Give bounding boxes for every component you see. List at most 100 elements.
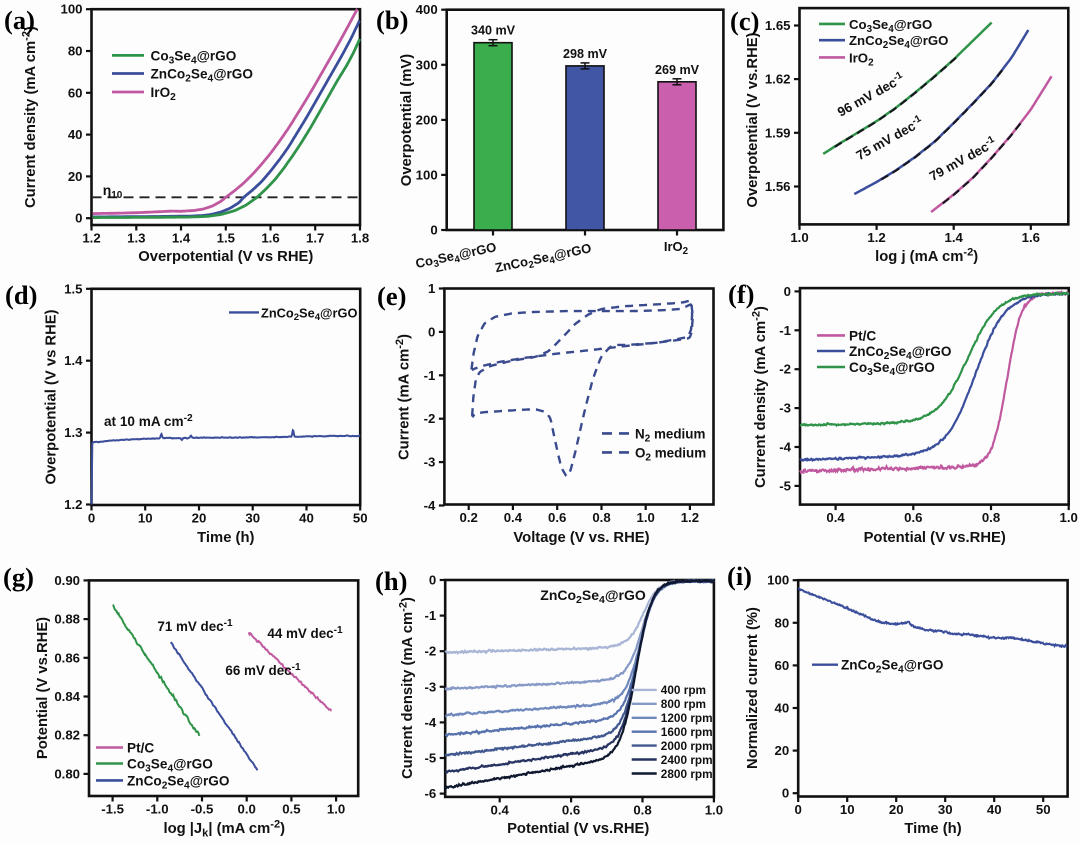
svg-text:0.8: 0.8 [633, 802, 651, 817]
svg-text:Co3​Se4​@rGO: Co3​Se4​@rGO [849, 17, 932, 35]
svg-text:-3: -3 [424, 679, 436, 694]
svg-text:-0.5: -0.5 [191, 802, 214, 817]
svg-text:ZnCo2​Se4​@rGO: ZnCo2​Se4​@rGO [261, 305, 357, 323]
svg-text:-2: -2 [424, 644, 436, 659]
svg-text:log j (mA cm-2​): log j (mA cm-2​) [875, 246, 978, 265]
svg-text:0.5: 0.5 [282, 802, 300, 817]
svg-text:1.0: 1.0 [1060, 510, 1078, 525]
svg-text:Potential (V vs.RHE): Potential (V vs.RHE) [35, 617, 51, 759]
svg-text:10: 10 [840, 802, 855, 817]
svg-text:IrO2​: IrO2​ [664, 239, 689, 257]
svg-text:Overpotential (V vs RHE): Overpotential (V vs RHE) [138, 249, 313, 265]
svg-text:0.84: 0.84 [54, 689, 80, 704]
svg-text:0.88: 0.88 [54, 612, 80, 627]
svg-text:1.0: 1.0 [637, 510, 655, 525]
svg-text:20: 20 [775, 743, 790, 758]
svg-text:Current (mA cm-2​): Current (mA cm-2​) [394, 334, 413, 460]
svg-text:ZnCo2​Se4​@rGO: ZnCo2​Se4​@rGO [841, 658, 943, 676]
svg-text:-2: -2 [424, 411, 436, 426]
svg-text:44 mV dec-1​: 44 mV dec-1​ [267, 625, 343, 641]
svg-text:0.0: 0.0 [238, 802, 256, 817]
svg-text:1.2: 1.2 [867, 230, 885, 245]
svg-text:-1.5: -1.5 [101, 802, 124, 817]
svg-text:200: 200 [416, 112, 438, 127]
svg-text:Potential (V vs.RHE): Potential (V vs.RHE) [864, 530, 1006, 546]
svg-text:1.65: 1.65 [765, 18, 791, 33]
svg-text:1.5: 1.5 [217, 231, 235, 246]
svg-text:0.6: 0.6 [904, 510, 922, 525]
svg-text:0: 0 [75, 211, 82, 226]
svg-text:40: 40 [68, 127, 83, 142]
svg-text:Overpotential (V vs RHE): Overpotential (V vs RHE) [44, 309, 60, 484]
svg-text:ZnCo2​Se4​@rGO: ZnCo2​Se4​@rGO [151, 67, 253, 85]
svg-text:1.4: 1.4 [64, 353, 83, 368]
svg-text:1.2: 1.2 [681, 510, 699, 525]
svg-text:1.3: 1.3 [64, 425, 82, 440]
svg-text:Overpotential (V vs.RHE): Overpotential (V vs.RHE) [745, 32, 761, 207]
svg-text:Voltage (V vs. RHE): Voltage (V vs. RHE) [513, 530, 649, 546]
svg-text:400: 400 [416, 2, 438, 17]
svg-text:0.86: 0.86 [54, 650, 80, 665]
svg-text:Pt/C: Pt/C [127, 741, 154, 756]
svg-text:-2: -2 [779, 362, 791, 377]
svg-text:40: 40 [299, 511, 314, 526]
svg-text:0.4: 0.4 [491, 802, 510, 817]
svg-text:ZnCo2​Se4​@rGO: ZnCo2​Se4​@rGO [849, 33, 948, 51]
svg-text:0: 0 [795, 802, 802, 817]
svg-text:0: 0 [430, 223, 437, 238]
svg-text:ZnCo2​Se4​@rGO: ZnCo2​Se4​@rGO [127, 773, 229, 791]
svg-text:10: 10 [138, 511, 153, 526]
svg-text:-5: -5 [779, 478, 791, 493]
svg-text:1.59: 1.59 [765, 125, 791, 140]
svg-text:2400 rpm: 2400 rpm [661, 753, 713, 767]
svg-text:-4: -4 [424, 498, 436, 513]
svg-text:50: 50 [353, 511, 368, 526]
svg-text:0: 0 [88, 511, 95, 526]
svg-text:60: 60 [68, 85, 83, 100]
svg-text:0.4: 0.4 [826, 510, 845, 525]
svg-text:1.3: 1.3 [127, 231, 145, 246]
svg-text:80: 80 [68, 44, 83, 59]
svg-text:Overpotential (mV): Overpotential (mV) [399, 54, 415, 186]
svg-text:-1: -1 [424, 368, 436, 383]
svg-text:log |Jk​| (mA cm-2​): log |Jk​| (mA cm-2​) [163, 818, 285, 839]
svg-text:0: 0 [784, 284, 791, 299]
svg-text:0: 0 [782, 786, 789, 801]
svg-text:1.56: 1.56 [765, 179, 791, 194]
svg-text:400 rpm: 400 rpm [661, 683, 706, 697]
svg-text:0: 0 [428, 324, 435, 339]
svg-text:Current density (mA cm-2​): Current density (mA cm-2​) [20, 26, 39, 208]
svg-text:Pt/C: Pt/C [849, 328, 876, 343]
svg-text:0.8: 0.8 [592, 510, 610, 525]
svg-text:Current density (mA cm-2​): Current density (mA cm-2​) [750, 306, 769, 488]
svg-text:(e): (e) [377, 281, 406, 311]
svg-text:1.0: 1.0 [790, 230, 808, 245]
svg-text:30: 30 [245, 511, 260, 526]
svg-text:Co3​Se4​@rGO: Co3​Se4​@rGO [151, 48, 237, 66]
svg-text:50: 50 [1036, 802, 1051, 817]
svg-text:-6: -6 [424, 786, 436, 801]
svg-text:-1: -1 [424, 608, 436, 623]
svg-text:298 mV: 298 mV [563, 47, 608, 61]
svg-text:1.0: 1.0 [705, 802, 723, 817]
svg-text:0: 0 [429, 573, 436, 588]
svg-text:(c): (c) [730, 6, 759, 36]
svg-text:2000 rpm: 2000 rpm [661, 739, 713, 753]
svg-text:66 mV dec-1​: 66 mV dec-1​ [225, 662, 301, 678]
svg-text:30: 30 [938, 802, 953, 817]
svg-text:0.6: 0.6 [548, 510, 566, 525]
svg-text:340 mV: 340 mV [471, 24, 516, 38]
svg-text:0.2: 0.2 [460, 510, 478, 525]
svg-text:0.4: 0.4 [504, 510, 523, 525]
svg-text:Time (h): Time (h) [197, 530, 254, 546]
svg-text:1.5: 1.5 [64, 281, 82, 296]
svg-text:1.4: 1.4 [172, 231, 191, 246]
svg-text:(i): (i) [727, 561, 752, 591]
svg-text:1600 rpm: 1600 rpm [661, 725, 713, 739]
svg-text:(b): (b) [376, 5, 408, 35]
svg-text:40: 40 [987, 802, 1002, 817]
svg-text:(a): (a) [4, 5, 35, 35]
svg-text:20: 20 [889, 802, 904, 817]
svg-text:-1: -1 [779, 323, 791, 338]
svg-text:-3: -3 [424, 455, 436, 470]
